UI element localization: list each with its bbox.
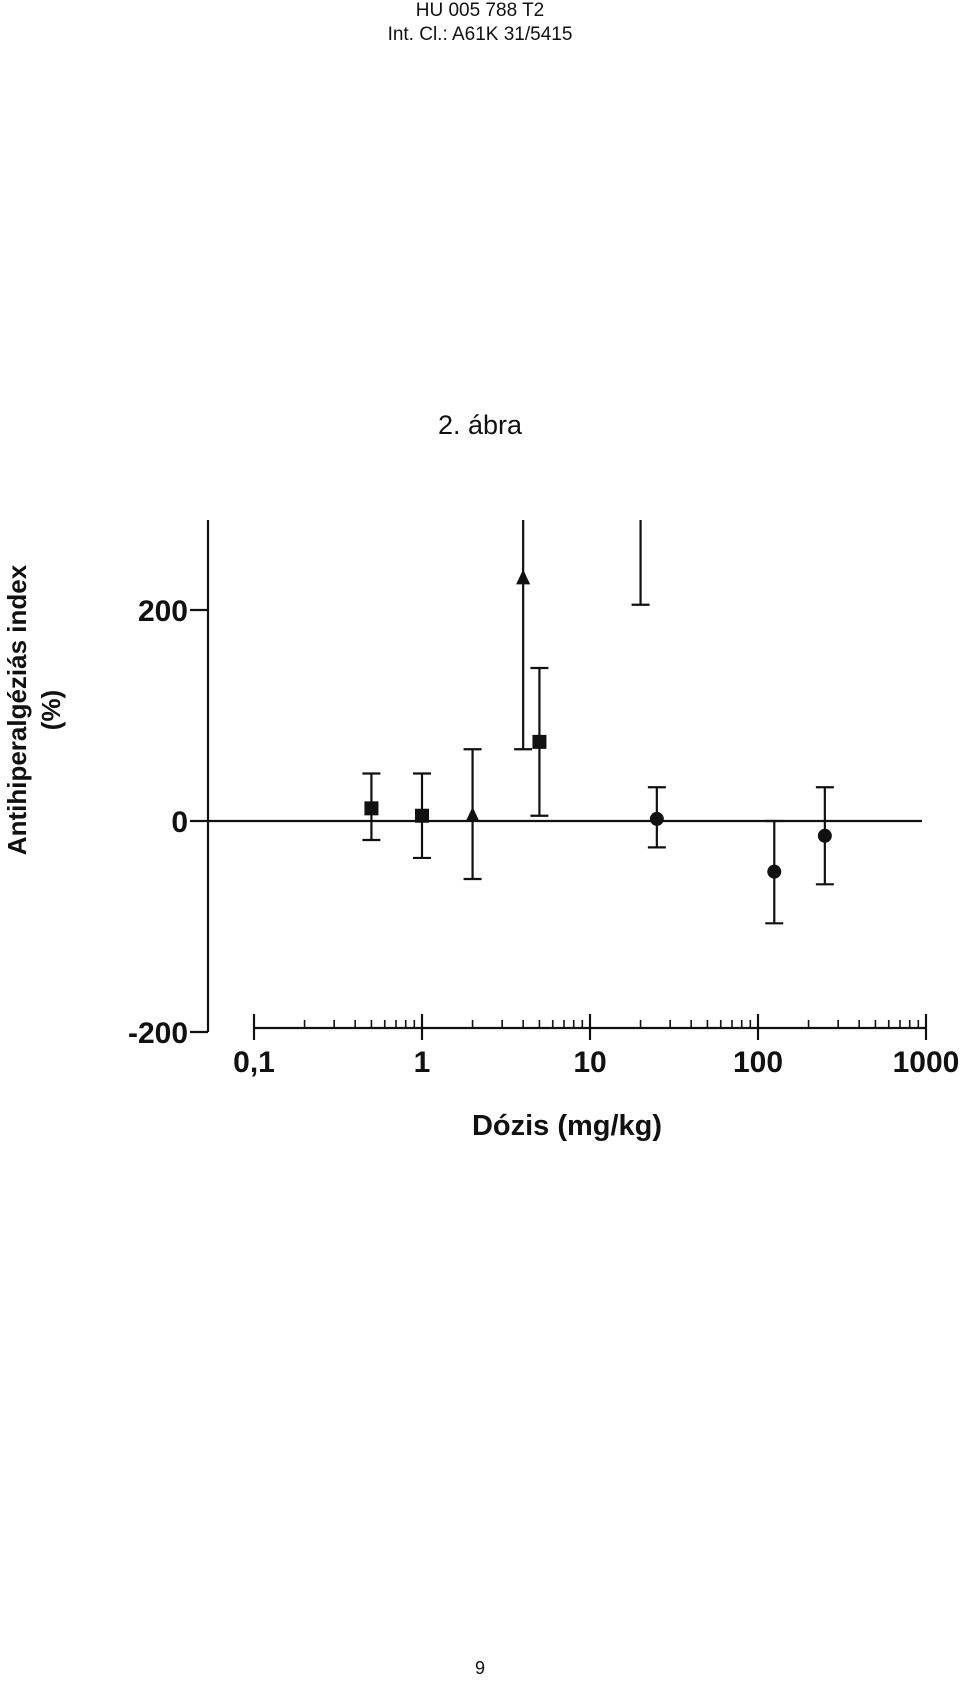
x-tick-label: 1 [414,1046,431,1079]
y-tick-label: -200 [128,1017,188,1050]
page-number: 9 [474,1658,485,1678]
x-axis: 0,1 1 10 100 1000 [233,1014,959,1079]
data-point-circle [815,786,834,886]
marker-square [532,734,547,749]
data-point-triangle [631,520,650,606]
marker-triangle [516,569,531,585]
x-tick-label: 100 [733,1046,783,1079]
patent-number: HU 005 788 T2 [415,0,545,21]
data-point-triangle [514,520,533,751]
y-axis-title-line1: Antihiperalgéziás index [2,564,32,855]
data-point-square [413,772,431,860]
data-point-circle [647,786,666,849]
marker-square [415,808,429,823]
marker-circle [649,811,664,826]
y-axis-title-line2: (%) [36,690,66,730]
x-axis-title: Dózis (mg/kg) [472,1110,662,1142]
marker-circle [767,864,782,879]
data-point-triangle [463,748,482,881]
y-axis: 6004002000-200 [128,520,210,1050]
dose-response-chart: Antihiperalgéziás index(%) 6004002000-20… [2,520,959,1142]
y-tick-label: 0 [171,806,188,839]
classification-code: Int. Cl.: A61K 31/5415 [387,24,573,45]
data-point-square [362,772,381,842]
marker-triangle [465,806,480,822]
plot-area [208,520,922,925]
data-point-square [530,666,549,817]
marker-circle [817,828,832,843]
figure-caption: 2. ábra [437,410,523,440]
x-tick-label: 1000 [893,1046,960,1079]
data-point-circle [765,819,784,925]
x-tick-label: 10 [573,1046,606,1079]
y-tick-label: 200 [138,595,188,628]
marker-square [364,801,379,816]
x-tick-label: 0,1 [233,1046,275,1079]
y-axis-title: Antihiperalgéziás index (%) [2,564,66,855]
